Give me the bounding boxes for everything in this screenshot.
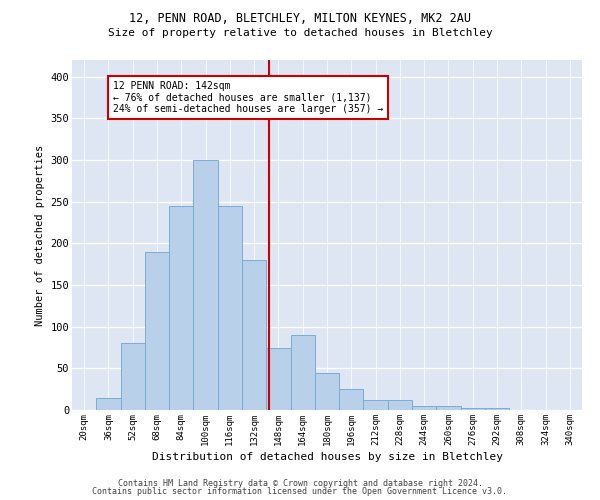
- Text: Size of property relative to detached houses in Bletchley: Size of property relative to detached ho…: [107, 28, 493, 38]
- Bar: [266, 348, 290, 410]
- Text: 12 PENN ROAD: 142sqm
← 76% of detached houses are smaller (1,137)
24% of semi-de: 12 PENN ROAD: 142sqm ← 76% of detached h…: [113, 81, 383, 114]
- Text: Contains public sector information licensed under the Open Government Licence v3: Contains public sector information licen…: [92, 487, 508, 496]
- Bar: [121, 344, 145, 410]
- Bar: [96, 398, 121, 410]
- Bar: [485, 408, 509, 410]
- Bar: [315, 372, 339, 410]
- Bar: [242, 260, 266, 410]
- Bar: [388, 400, 412, 410]
- Y-axis label: Number of detached properties: Number of detached properties: [35, 144, 45, 326]
- Bar: [145, 252, 169, 410]
- Bar: [364, 400, 388, 410]
- Bar: [339, 389, 364, 410]
- Bar: [461, 408, 485, 410]
- Text: Contains HM Land Registry data © Crown copyright and database right 2024.: Contains HM Land Registry data © Crown c…: [118, 478, 482, 488]
- Bar: [412, 406, 436, 410]
- Text: 12, PENN ROAD, BLETCHLEY, MILTON KEYNES, MK2 2AU: 12, PENN ROAD, BLETCHLEY, MILTON KEYNES,…: [129, 12, 471, 26]
- Bar: [436, 406, 461, 410]
- Bar: [193, 160, 218, 410]
- Bar: [169, 206, 193, 410]
- Bar: [290, 335, 315, 410]
- Bar: [218, 206, 242, 410]
- X-axis label: Distribution of detached houses by size in Bletchley: Distribution of detached houses by size …: [151, 452, 503, 462]
